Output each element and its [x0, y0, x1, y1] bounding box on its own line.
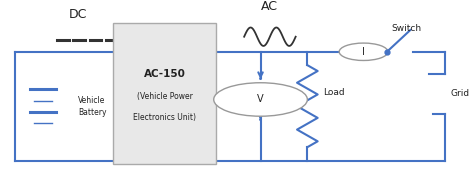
Circle shape: [214, 83, 307, 116]
Text: I: I: [362, 47, 365, 57]
Text: Vehicle
Battery: Vehicle Battery: [78, 96, 107, 117]
Text: Grid: Grid: [450, 89, 469, 98]
Text: DC: DC: [69, 9, 87, 22]
Text: Switch: Switch: [392, 24, 422, 33]
Text: V: V: [257, 95, 264, 104]
Text: (Vehicle Power: (Vehicle Power: [137, 92, 192, 101]
Text: AC: AC: [261, 0, 278, 13]
Text: Electronics Unit): Electronics Unit): [133, 112, 196, 122]
Text: Load: Load: [323, 88, 345, 97]
Text: AC-150: AC-150: [144, 69, 185, 78]
Bar: [113, 23, 216, 164]
Circle shape: [339, 43, 388, 61]
